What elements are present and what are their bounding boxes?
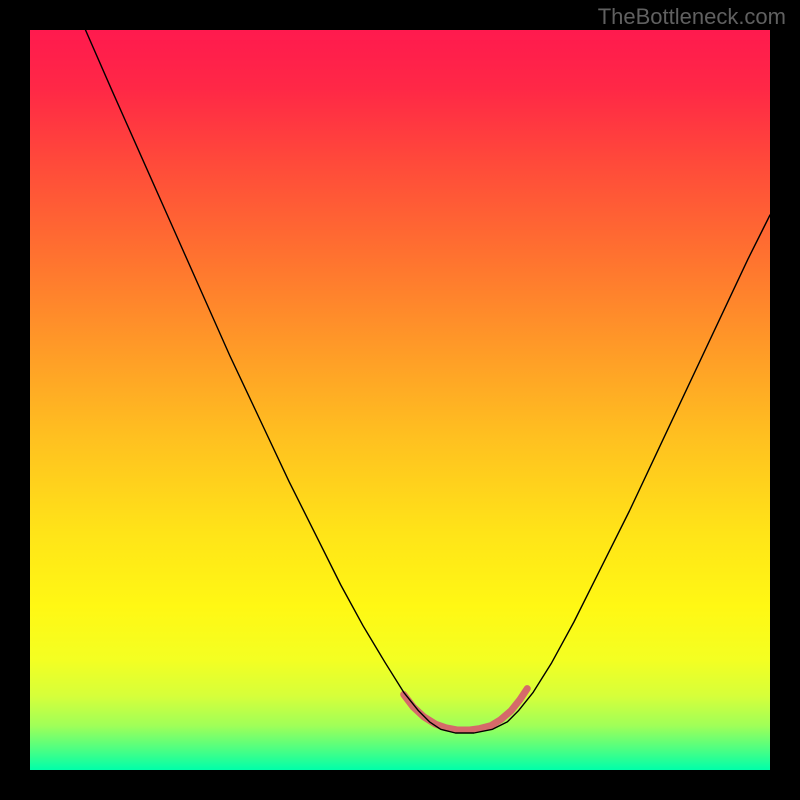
- highlight-marker-curve: [404, 689, 528, 730]
- bottleneck-curve: [86, 30, 771, 733]
- watermark-text: TheBottleneck.com: [598, 4, 786, 30]
- curve-layer: [30, 30, 770, 770]
- plot-area: [30, 30, 770, 770]
